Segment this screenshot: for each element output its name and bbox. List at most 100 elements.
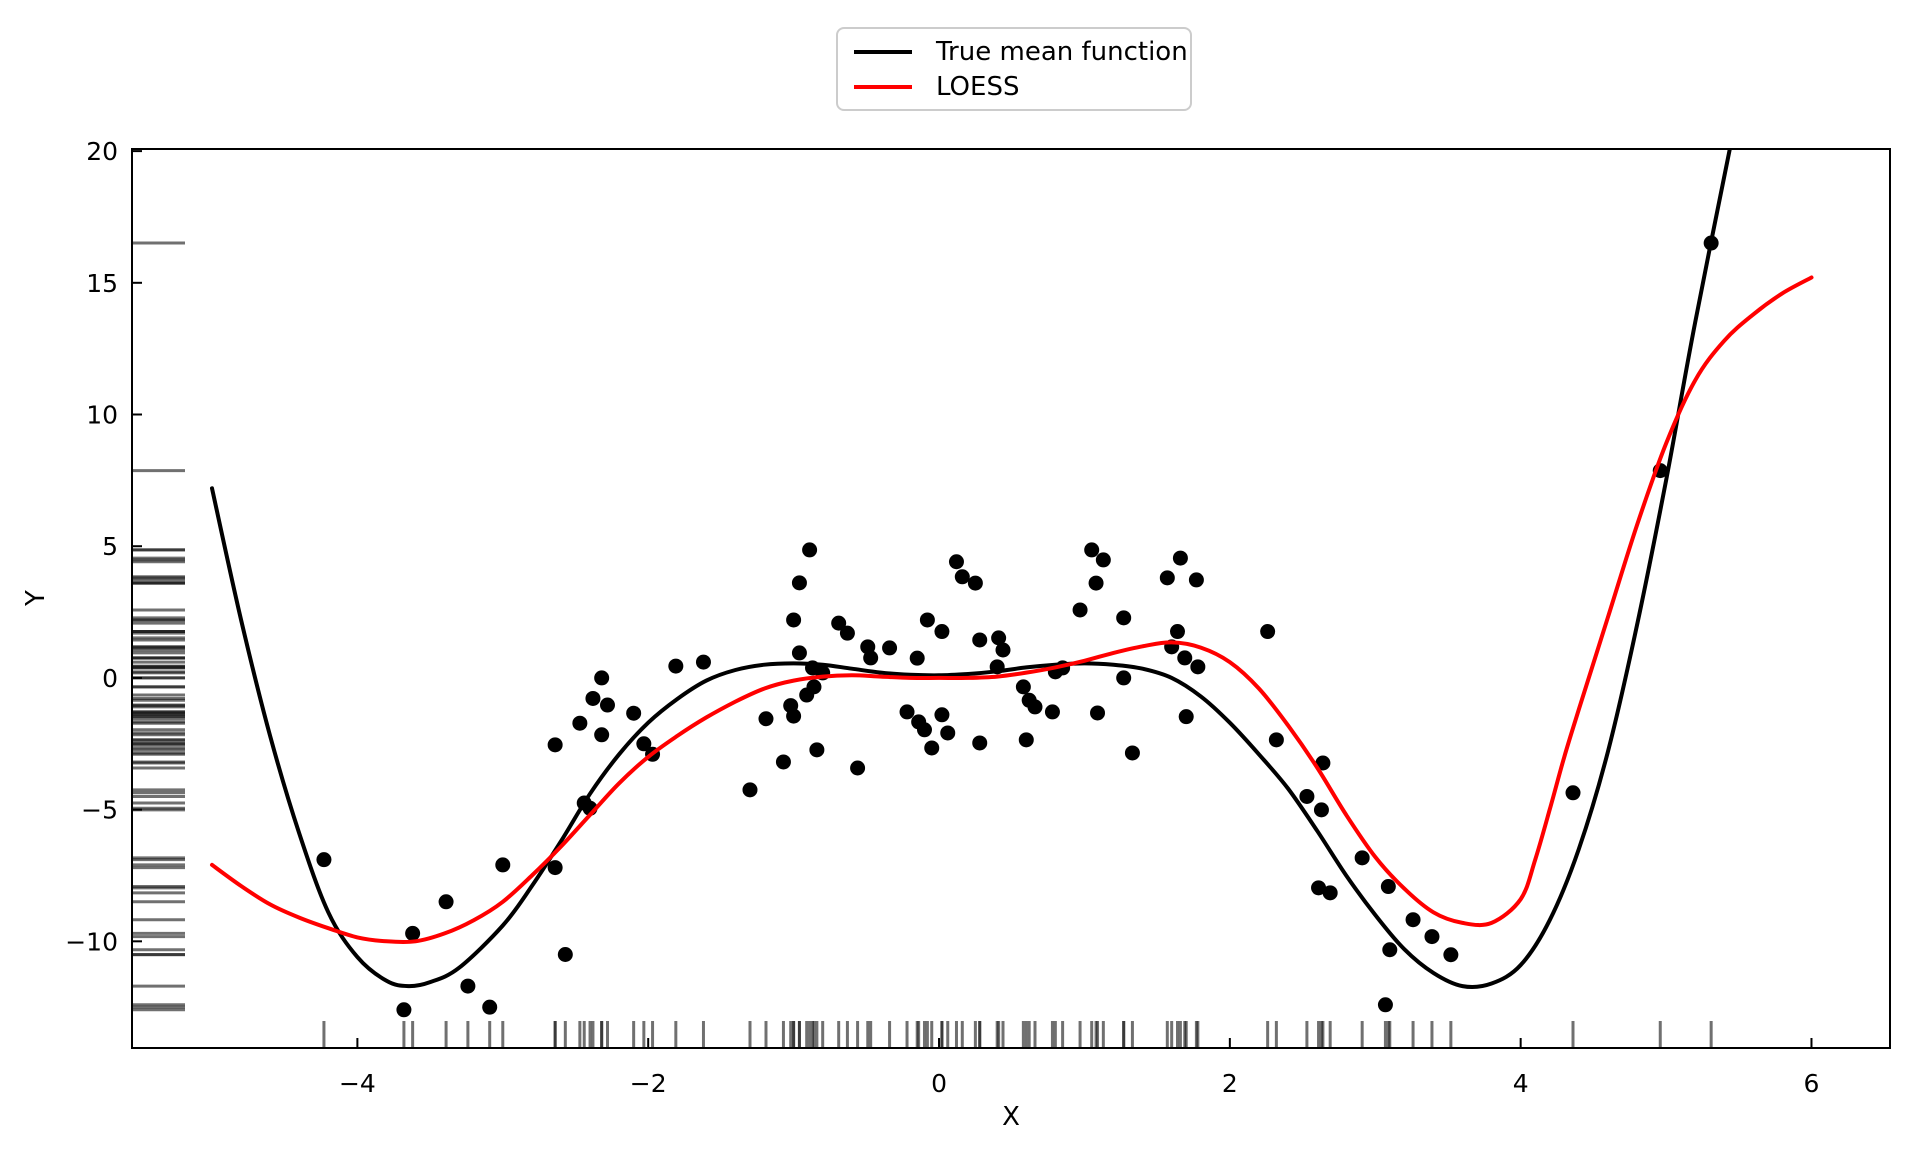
- scatter-point: [967, 575, 983, 591]
- scatter-point: [1299, 788, 1315, 804]
- curves-layer: [210, 149, 1814, 989]
- scatter-point: [802, 542, 818, 558]
- scatter-point: [1169, 624, 1185, 640]
- y-tick-label: 10: [86, 401, 118, 430]
- scatter-point: [972, 632, 988, 648]
- scatter-point: [972, 735, 988, 751]
- scatter-point: [1072, 602, 1088, 618]
- scatter-point: [1354, 850, 1370, 866]
- legend-label-loess: LOESS: [936, 71, 1020, 102]
- scatter-point: [438, 894, 454, 910]
- legend-label-true-mean: True mean function: [936, 36, 1188, 67]
- legend-item-loess: LOESS: [854, 74, 1174, 100]
- y-tick-label: 5: [102, 532, 118, 561]
- scatter-point: [742, 782, 758, 798]
- scatter-point: [668, 658, 684, 674]
- scatter-point: [585, 690, 601, 706]
- scatter-point: [594, 670, 610, 686]
- scatter-point: [1177, 650, 1193, 666]
- scatter-point: [460, 978, 476, 994]
- rug-marks-layer: [132, 241, 1713, 1048]
- legend-item-true-mean: True mean function: [854, 39, 1188, 65]
- scatter-point: [1565, 785, 1581, 801]
- scatter-point: [572, 715, 588, 731]
- scatter-point: [316, 852, 332, 868]
- scatter-point: [1377, 997, 1393, 1013]
- x-tick-label: 0: [931, 1069, 947, 1098]
- scatter-point: [1116, 670, 1132, 686]
- scatter-point: [758, 711, 774, 727]
- scatter-point: [1159, 570, 1175, 586]
- x-tick-label: 6: [1804, 1069, 1820, 1098]
- scatter-point: [1084, 542, 1100, 558]
- scatter-point: [1382, 942, 1398, 958]
- y-tick-label: 0: [102, 664, 118, 693]
- scatter-point: [1188, 572, 1204, 588]
- scatter-point: [991, 630, 1007, 646]
- axes-layer: −4 −2 0 2 4 6 −10 −5 0 5 10 15 20: [65, 137, 1891, 1098]
- scatter-point: [839, 625, 855, 641]
- scatter-point: [1090, 705, 1106, 721]
- true-mean-line-swatch: [854, 49, 912, 54]
- scatter-point: [1015, 679, 1031, 695]
- scatter-layer: [316, 235, 1719, 1018]
- scatter-point: [1044, 704, 1060, 720]
- scatter-point: [831, 615, 847, 631]
- scatter-point: [924, 740, 940, 756]
- scatter-point: [1027, 699, 1043, 715]
- scatter-point: [1190, 659, 1206, 675]
- scatter-point: [1443, 947, 1459, 963]
- scatter-point: [636, 736, 652, 752]
- scatter-point: [1088, 575, 1104, 591]
- y-tick-label: −10: [65, 927, 118, 956]
- scatter-point: [940, 725, 956, 741]
- legend: True mean function LOESS: [836, 27, 1192, 111]
- scatter-point: [934, 624, 950, 640]
- scatter-point: [809, 742, 825, 758]
- scatter-point: [1405, 912, 1421, 928]
- scatter-point: [919, 612, 935, 628]
- scatter-point: [882, 640, 898, 656]
- scatter-point: [850, 760, 866, 776]
- scatter-point: [1124, 745, 1140, 761]
- scatter-point: [934, 707, 950, 723]
- scatter-point: [1380, 879, 1396, 895]
- scatter-point: [909, 650, 925, 666]
- loess-line-swatch: [854, 84, 912, 89]
- scatter-point: [1095, 552, 1111, 568]
- scatter-point: [1313, 802, 1329, 818]
- x-tick-label: 2: [1222, 1069, 1238, 1098]
- scatter-point: [954, 569, 970, 585]
- x-tick-label: −4: [339, 1069, 376, 1098]
- scatter-point: [482, 999, 498, 1015]
- scatter-point: [594, 727, 610, 743]
- y-tick-label: 20: [86, 137, 118, 166]
- y-tick-label: 15: [86, 269, 118, 298]
- scatter-point: [995, 642, 1011, 658]
- scatter-point: [775, 754, 791, 770]
- scatter-point: [948, 554, 964, 570]
- scatter-point: [1322, 885, 1338, 901]
- scatter-point: [1178, 709, 1194, 725]
- scatter-point: [1315, 755, 1331, 771]
- scatter-point: [786, 612, 802, 628]
- scatter-point: [916, 722, 932, 738]
- x-axis-label: X: [1002, 1102, 1020, 1132]
- loess-curve: [210, 275, 1814, 945]
- scatter-point: [791, 575, 807, 591]
- scatter-point: [1172, 550, 1188, 566]
- scatter-point: [1116, 610, 1132, 626]
- scatter-point: [791, 645, 807, 661]
- scatter-point: [547, 860, 563, 876]
- true-mean-curve: [210, 149, 1732, 989]
- scatter-point: [899, 704, 915, 720]
- x-tick-label: −2: [630, 1069, 667, 1098]
- plot-border: [131, 148, 1891, 1049]
- y-axis-label: Y: [21, 590, 51, 606]
- scatter-point: [1311, 880, 1327, 896]
- scatter-point: [626, 705, 642, 721]
- scatter-point: [547, 737, 563, 753]
- scatter-point: [405, 925, 421, 941]
